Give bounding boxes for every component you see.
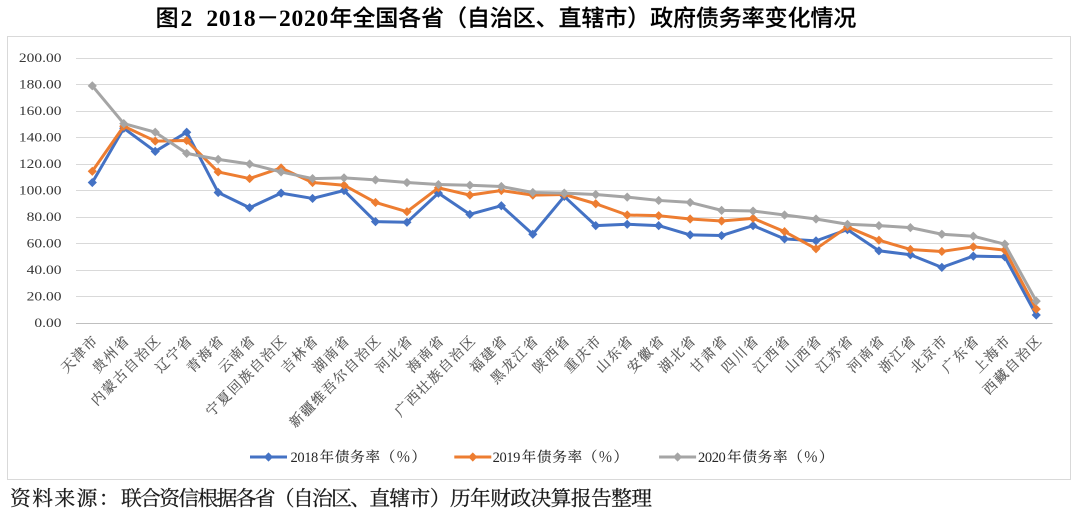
svg-text:120.00: 120.00 bbox=[19, 157, 62, 171]
svg-text:140.00: 140.00 bbox=[19, 131, 62, 145]
svg-text:100.00: 100.00 bbox=[19, 184, 62, 198]
svg-text:40.00: 40.00 bbox=[27, 263, 62, 277]
svg-text:2020: 2020 bbox=[698, 450, 726, 466]
svg-text:2018: 2018 bbox=[291, 450, 319, 466]
svg-text:180.00: 180.00 bbox=[19, 78, 62, 92]
svg-text:200.00: 200.00 bbox=[19, 51, 62, 65]
svg-text:2019: 2019 bbox=[493, 450, 521, 466]
svg-text:0.00: 0.00 bbox=[34, 316, 61, 330]
svg-text:60.00: 60.00 bbox=[27, 237, 62, 251]
svg-text:2020: 2020 bbox=[279, 6, 328, 32]
svg-text:2018: 2018 bbox=[206, 6, 255, 32]
svg-text:80.00: 80.00 bbox=[27, 210, 62, 224]
svg-text:2: 2 bbox=[181, 6, 193, 32]
svg-text:160.00: 160.00 bbox=[19, 104, 62, 118]
svg-text:20.00: 20.00 bbox=[27, 290, 62, 304]
